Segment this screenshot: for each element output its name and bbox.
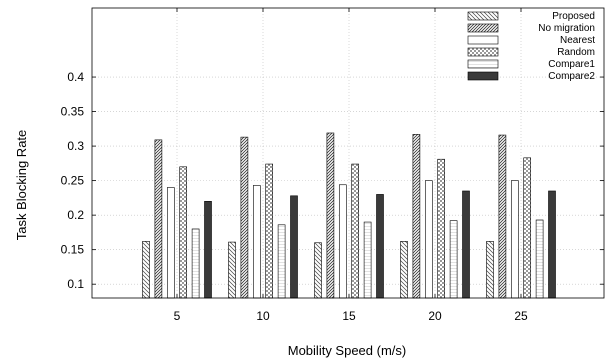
bar-proposed-5 — [142, 241, 150, 299]
bar-random-15 — [351, 163, 360, 299]
x-tick-labels: 5 10 15 20 25 — [174, 309, 528, 323]
legend-item: Random — [467, 47, 595, 58]
bar-random-5 — [179, 166, 187, 299]
y-axis-label: Task Blocking Rate — [14, 130, 29, 241]
grid-lines — [92, 8, 604, 298]
bar-random-25 — [523, 157, 532, 299]
y-tick-labels: 0.1 0.15 0.2 0.25 0.3 0.35 0.4 — [61, 70, 85, 291]
x-tick-label: 5 — [174, 309, 181, 323]
legend-item: Compare2 — [467, 71, 595, 82]
legend-swatch — [467, 59, 499, 69]
bar-compare1-5 — [191, 228, 200, 299]
bar-proposed-15 — [314, 242, 322, 299]
y-tick-label: 0.2 — [67, 208, 84, 222]
legend-label: Random — [557, 47, 595, 58]
legend-item: Proposed — [467, 11, 595, 22]
bar-compare2-10 — [290, 195, 298, 299]
legend-label: Compare1 — [548, 59, 595, 70]
bar-nearest-20 — [424, 180, 433, 299]
bar-compare2-15 — [376, 194, 384, 299]
axes — [91, 7, 605, 299]
bar-nearest-5 — [167, 187, 175, 299]
y-tick-label: 0.25 — [61, 174, 85, 188]
bar-random-10 — [265, 163, 274, 299]
bar-no-migration-10 — [240, 136, 249, 299]
bar-nearest-10 — [253, 185, 261, 299]
y-tick-label: 0.15 — [61, 243, 85, 257]
bar-no-migration-15 — [326, 132, 335, 299]
bar-compare2-5 — [204, 201, 212, 299]
bar-compare1-25 — [535, 219, 544, 299]
bar-no-migration-25 — [498, 134, 507, 299]
bar-nearest-25 — [510, 180, 519, 299]
legend-label: Proposed — [552, 11, 595, 22]
legend-swatch — [467, 47, 499, 57]
x-tick-label: 10 — [256, 309, 270, 323]
legend-swatch — [467, 35, 499, 45]
plot-frame — [91, 7, 605, 299]
y-tick-label: 0.1 — [67, 277, 84, 291]
legend-swatch — [467, 11, 499, 21]
bar-compare1-20 — [449, 220, 458, 299]
y-tick-label: 0.4 — [67, 70, 84, 84]
y-tick-label: 0.3 — [67, 139, 84, 153]
x-axis-label: Mobility Speed (m/s) — [288, 343, 406, 358]
bar-no-migration-5 — [154, 139, 163, 299]
bar-proposed-20 — [400, 241, 408, 299]
bar-proposed-10 — [228, 241, 236, 299]
bar-proposed-25 — [486, 241, 494, 299]
x-tick-label: 25 — [514, 309, 528, 323]
bar-compare1-10 — [277, 224, 286, 299]
bar-compare2-20 — [462, 190, 470, 299]
y-tick-label: 0.35 — [61, 105, 85, 119]
bar-no-migration-20 — [412, 134, 421, 299]
bar-nearest-15 — [338, 184, 347, 299]
bar-compare1-15 — [363, 221, 372, 299]
legend-item: Compare1 — [467, 59, 595, 70]
legend-item: Nearest — [467, 35, 595, 46]
x-tick-label: 20 — [428, 309, 442, 323]
legend-label: Compare2 — [548, 71, 595, 82]
bar-compare2-25 — [548, 190, 556, 299]
legend-swatch — [467, 71, 499, 81]
legend-label: No migration — [538, 23, 595, 34]
legend-swatch — [467, 23, 499, 33]
bar-random-20 — [437, 158, 446, 299]
legend-label: Nearest — [560, 35, 595, 46]
legend-item: No migration — [467, 23, 595, 34]
x-tick-label: 15 — [342, 309, 356, 323]
